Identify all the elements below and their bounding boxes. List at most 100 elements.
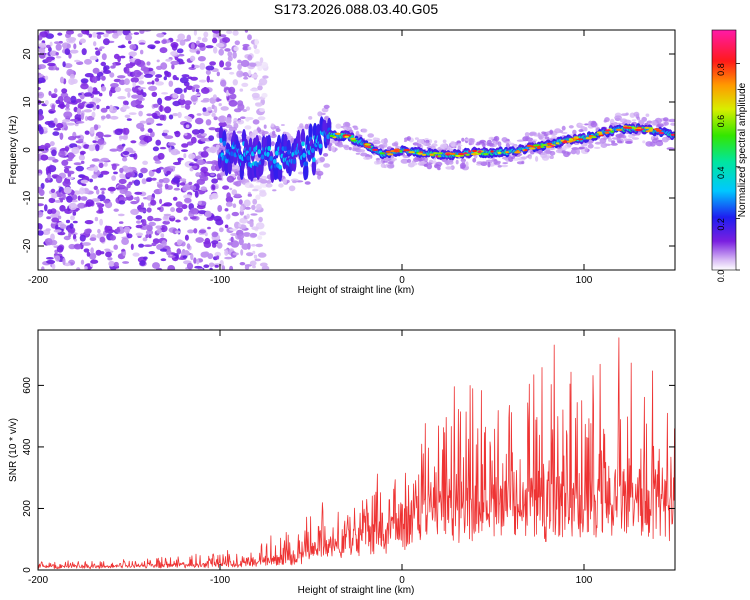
halo-blob — [504, 157, 509, 160]
noise-blob — [137, 87, 146, 90]
noise-blob — [147, 81, 153, 85]
noise-blob — [117, 213, 125, 217]
noise-blob — [247, 34, 252, 41]
noise-blob — [51, 192, 58, 199]
noise-blob — [190, 76, 199, 81]
noise-blob — [95, 144, 100, 152]
noise-blob — [253, 185, 262, 190]
halo-blob — [645, 113, 650, 117]
y-tick-label: -20 — [22, 238, 33, 253]
halo-blob — [509, 142, 515, 146]
halo-blob — [450, 140, 456, 147]
noise-blob — [188, 153, 196, 160]
ridge-core — [292, 159, 297, 165]
noise-blob — [189, 207, 199, 214]
noise-blob — [75, 121, 85, 124]
noise-blob — [200, 99, 210, 103]
noise-blob — [146, 177, 153, 182]
noise-blob — [135, 215, 143, 220]
ridge-core — [267, 146, 271, 151]
noise-blob — [100, 157, 110, 162]
halo-blob — [541, 131, 546, 134]
noise-blob — [203, 241, 210, 245]
noise-blob — [250, 73, 259, 79]
noise-blob — [103, 69, 111, 74]
ridge-hotspot — [555, 142, 560, 145]
halo-blob — [265, 183, 273, 188]
noise-blob — [226, 30, 233, 34]
snr-x-axis: -200 -100 0 100 — [28, 330, 593, 586]
noise-blob — [151, 112, 158, 118]
noise-blob — [209, 61, 217, 66]
noise-blob — [195, 93, 201, 97]
noise-blob — [203, 31, 209, 38]
halo-blob — [355, 152, 361, 155]
halo-blob — [278, 183, 284, 188]
noise-blob — [100, 115, 106, 120]
noise-blob — [217, 205, 223, 212]
noise-blob — [66, 122, 76, 126]
noise-blob — [129, 153, 136, 158]
noise-blob — [179, 178, 187, 182]
noise-blob — [68, 78, 75, 85]
noise-blob — [91, 111, 96, 118]
noise-blob — [216, 177, 223, 181]
noise-blob — [47, 173, 51, 181]
halo-blob — [459, 162, 466, 169]
noise-blob — [101, 190, 105, 195]
x-tick-label: 0 — [399, 275, 405, 286]
ridge-hotspot — [528, 147, 536, 150]
y-tick-label: 0 — [22, 147, 33, 153]
noise-blob — [179, 39, 186, 46]
noise-blob — [70, 199, 78, 203]
noise-blob — [134, 191, 143, 195]
noise-blob — [47, 165, 57, 173]
noise-blob — [249, 260, 257, 266]
ridge-core — [275, 150, 279, 156]
noise-blob — [76, 267, 81, 270]
noise-blob — [227, 213, 231, 220]
noise-blob — [40, 182, 45, 190]
noise-blob — [93, 41, 97, 47]
noise-blob — [208, 79, 214, 83]
noise-blob — [172, 161, 181, 166]
noise-blob — [110, 235, 116, 241]
noise-blob — [65, 219, 71, 224]
halo-blob — [578, 146, 586, 150]
noise-blob — [157, 207, 161, 210]
noise-blob — [78, 138, 84, 142]
ridge-hotspot — [393, 150, 400, 153]
noise-blob — [197, 56, 206, 62]
halo-blob — [391, 158, 397, 161]
halo-blob — [304, 123, 309, 130]
noise-blob — [121, 249, 126, 252]
noise-blob — [123, 127, 130, 135]
noise-blob — [238, 199, 243, 205]
halo-blob — [661, 136, 669, 143]
x-tick-label: -200 — [28, 575, 48, 586]
noise-blob — [253, 48, 260, 55]
noise-blob — [147, 215, 154, 222]
noise-blob — [126, 233, 133, 239]
noise-blob — [155, 139, 161, 146]
noise-blob — [200, 151, 209, 158]
halo-blob — [252, 119, 260, 125]
noise-blob — [181, 149, 188, 153]
ridge-core — [302, 152, 306, 158]
noise-blob — [45, 238, 53, 246]
noise-blob — [234, 193, 242, 198]
noise-blob — [243, 232, 251, 237]
noise-blob — [239, 262, 246, 266]
noise-blob — [46, 156, 56, 161]
halo-blob — [529, 132, 534, 137]
halo-blob — [485, 159, 493, 164]
halo-blob — [382, 160, 388, 163]
noise-blob — [104, 248, 111, 252]
noise-blob — [118, 200, 126, 205]
noise-blob — [199, 62, 206, 70]
halo-blob — [342, 126, 349, 130]
noise-blob — [161, 132, 168, 137]
noise-blob — [202, 111, 211, 117]
noise-blob — [191, 165, 198, 169]
noise-blob — [229, 93, 237, 100]
